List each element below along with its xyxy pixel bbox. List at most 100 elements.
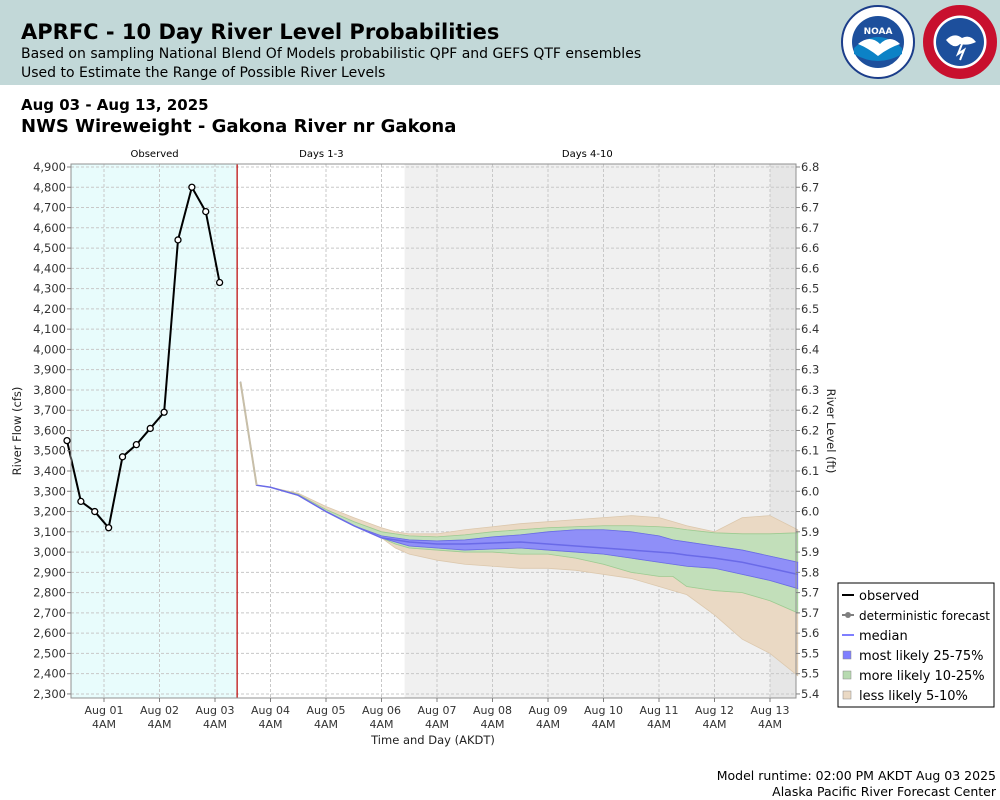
- page-title: APRFC - 10 Day River Level Probabilities: [21, 20, 500, 44]
- region-label-0: Observed: [131, 149, 179, 160]
- region-label-2: Days 4-10: [562, 149, 613, 160]
- y-tick-label-13: 3,600: [33, 423, 66, 437]
- y2-tick-label-23: 6.7: [801, 221, 819, 235]
- x-tick-label-0: Aug 01: [85, 704, 124, 717]
- x-tick-label-7: Aug 08: [473, 704, 512, 717]
- y2-tick-label-18: 6.4: [801, 322, 819, 336]
- y-tick-label-16: 3,900: [33, 363, 66, 377]
- x-tick-sublabel-8: 4AM: [536, 718, 560, 731]
- y-tick-label-3: 2,600: [33, 626, 66, 640]
- y2-tick-label-26: 6.8: [801, 160, 819, 174]
- observed-point-2: [91, 507, 99, 516]
- y2-tick-label-14: 6.2: [801, 403, 819, 417]
- x-tick-sublabel-6: 4AM: [425, 718, 449, 731]
- y-tick-label-1: 2,400: [33, 667, 66, 681]
- y2-tick-label-7: 5.9: [801, 545, 819, 559]
- y2-tick-label-9: 6.0: [801, 505, 819, 519]
- y-axis-label: River Flow (cfs): [10, 387, 24, 476]
- y-tick-label-18: 4,100: [33, 322, 66, 336]
- x-tick-label-11: Aug 12: [695, 704, 734, 717]
- x-tick-sublabel-9: 4AM: [591, 718, 615, 731]
- region-label-1: Days 1-3: [299, 149, 343, 160]
- svg-text:NOAA: NOAA: [864, 27, 893, 37]
- y-tick-label-22: 4,500: [33, 241, 66, 255]
- header-banner: APRFC - 10 Day River Level Probabilities…: [0, 0, 1000, 85]
- legend-swatch-p05_10: [842, 690, 852, 700]
- region-bg-2: [404, 164, 770, 698]
- y-tick-label-11: 3,400: [33, 464, 66, 478]
- y-tick-label-0: 2,300: [33, 687, 66, 701]
- observed-point-0: [63, 436, 71, 445]
- deterministic-line: [239, 381, 258, 486]
- plot-frame: [70, 163, 797, 699]
- y-tick-label-24: 4,700: [33, 201, 66, 215]
- subtitle-line-2: Used to Estimate the Range of Possible R…: [21, 65, 386, 81]
- observed-point-1: [77, 497, 85, 506]
- x-tick-sublabel-4: 4AM: [314, 718, 338, 731]
- y2-tick-label-3: 5.6: [801, 626, 819, 640]
- y-tick-label-2: 2,500: [33, 646, 66, 660]
- region-bg-0: [71, 164, 239, 698]
- legend-label-p10_25: more likely 10-25%: [859, 669, 985, 684]
- river-probability-chart: Observed Days 1-3 Days 4-10 2,300 2,400 2,500…: [10, 149, 995, 747]
- y2-tick-label-12: 6.1: [801, 444, 819, 458]
- observed-point-9: [188, 183, 196, 191]
- observed-point-11: [215, 278, 224, 287]
- x-axis-label: Time and Day (AKDT): [370, 733, 495, 747]
- x-tick-sublabel-7: 4AM: [480, 718, 504, 731]
- x-tick-sublabel-3: 4AM: [258, 718, 282, 731]
- y2-tick-label-13: 6.2: [801, 423, 819, 437]
- y2-tick-label-5: 5.7: [801, 586, 819, 600]
- date-range: Aug 03 - Aug 13, 2025: [21, 96, 209, 114]
- y2-tick-label-16: 6.3: [801, 363, 819, 377]
- x-tick-sublabel-1: 4AM: [147, 718, 171, 731]
- x-tick-sublabel-11: 4AM: [702, 718, 726, 731]
- y2-tick-label-1: 5.5: [801, 667, 819, 681]
- y2-axis-label: River Level (ft): [824, 389, 838, 474]
- x-tick-label-4: Aug 05: [307, 704, 346, 717]
- y-tick-label-17: 4,000: [33, 342, 66, 356]
- y-tick-label-5: 2,800: [33, 586, 66, 600]
- observed-point-5: [132, 441, 141, 449]
- legend-label-p05_10: less likely 5-10%: [859, 689, 968, 704]
- x-tick-sublabel-2: 4AM: [203, 718, 227, 731]
- x-tick-label-12: Aug 13: [751, 704, 790, 717]
- y-tick-label-23: 4,600: [33, 221, 66, 235]
- y2-tick-label-25: 6.7: [801, 180, 819, 194]
- legend-label-deterministic: deterministic forecast: [859, 609, 990, 623]
- y-tick-label-12: 3,500: [33, 444, 66, 458]
- y2-tick-label-11: 6.1: [801, 464, 819, 478]
- x-tick-label-8: Aug 09: [529, 704, 568, 717]
- y2-tick-label-24: 6.7: [801, 201, 819, 215]
- station-name: NWS Wireweight - Gakona River nr Gakona: [21, 116, 457, 137]
- subtitle-line-1: Based on sampling National Blend Of Mode…: [21, 46, 642, 62]
- y2-tick-label-8: 5.9: [801, 525, 819, 539]
- legend-swatch-dot-deterministic: [845, 612, 851, 618]
- y2-tick-label-20: 6.5: [801, 282, 819, 296]
- x-tick-sublabel-0: 4AM: [92, 718, 116, 731]
- x-tick-label-6: Aug 07: [418, 704, 457, 717]
- x-tick-sublabel-10: 4AM: [647, 718, 671, 731]
- observed-point-10: [202, 207, 210, 216]
- x-tick-label-1: Aug 02: [140, 704, 179, 717]
- x-tick-sublabel-5: 4AM: [369, 718, 393, 731]
- observed-point-6: [146, 424, 154, 433]
- y-tick-label-19: 4,200: [33, 302, 66, 316]
- y2-tick-label-17: 6.4: [801, 342, 819, 356]
- noaa-logo: NOAA: [841, 5, 915, 79]
- y2-tick-label-15: 6.3: [801, 383, 819, 397]
- x-tick-label-3: Aug 04: [251, 704, 290, 717]
- observed-point-4: [118, 453, 127, 461]
- y-tick-label-15: 3,800: [33, 383, 66, 397]
- x-tick-label-2: Aug 03: [196, 704, 235, 717]
- y2-tick-label-19: 6.5: [801, 302, 819, 316]
- y2-tick-label-0: 5.4: [801, 687, 819, 701]
- forecast-center: Alaska Pacific River Forecast Center: [772, 784, 996, 799]
- x-tick-label-10: Aug 11: [640, 704, 679, 717]
- observed-point-7: [160, 408, 168, 416]
- region-bg-1: [238, 164, 405, 698]
- y-tick-label-14: 3,700: [33, 403, 66, 417]
- y-tick-label-21: 4,400: [33, 261, 66, 275]
- median-line: [239, 381, 798, 576]
- nws-logo: [923, 5, 997, 79]
